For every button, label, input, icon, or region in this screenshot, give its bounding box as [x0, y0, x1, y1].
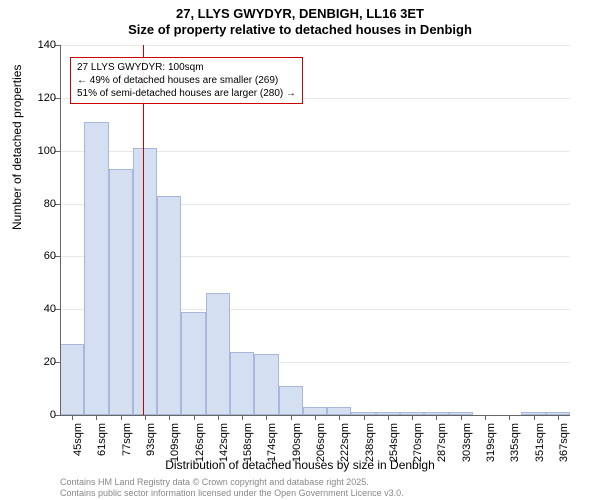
- footer-line2: Contains public sector information licen…: [60, 488, 404, 498]
- histogram-bar: [133, 148, 157, 415]
- x-tick-mark: [485, 415, 486, 420]
- x-tick-label: 174sqm: [266, 423, 278, 463]
- histogram-bar: [279, 386, 303, 415]
- x-tick-mark: [72, 415, 73, 420]
- histogram-bar: [109, 169, 133, 415]
- x-tick-label: 270sqm: [412, 423, 424, 463]
- x-tick-label: 222sqm: [339, 423, 351, 463]
- annotation-line3: 51% of semi-detached houses are larger (…: [77, 87, 296, 100]
- annotation-box: 27 LLYS GWYDYR: 100sqm ← 49% of detached…: [70, 57, 303, 104]
- histogram-bar: [254, 354, 278, 415]
- x-tick-mark: [145, 415, 146, 420]
- footer-line1: Contains HM Land Registry data © Crown c…: [60, 477, 369, 487]
- y-tick-label: 140: [38, 39, 56, 51]
- x-tick-label: 190sqm: [291, 423, 303, 463]
- y-tick-label: 20: [44, 356, 56, 368]
- x-tick-mark: [461, 415, 462, 420]
- histogram-bar: [303, 407, 327, 415]
- x-tick-label: 367sqm: [558, 423, 570, 463]
- x-tick-mark: [291, 415, 292, 420]
- gridline: [60, 45, 570, 46]
- x-tick-mark: [169, 415, 170, 420]
- x-tick-mark: [534, 415, 535, 420]
- chart-container: 27, LLYS GWYDYR, DENBIGH, LL16 3ET Size …: [0, 0, 600, 500]
- x-tick-mark: [218, 415, 219, 420]
- x-tick-label: 61sqm: [96, 423, 108, 463]
- x-tick-label: 254sqm: [388, 423, 400, 463]
- x-tick-mark: [242, 415, 243, 420]
- histogram-bar: [206, 293, 230, 415]
- x-tick-mark: [509, 415, 510, 420]
- x-tick-mark: [558, 415, 559, 420]
- x-tick-mark: [315, 415, 316, 420]
- y-tick-label: 100: [38, 145, 56, 157]
- x-tick-label: 45sqm: [72, 423, 84, 463]
- y-tick-label: 120: [38, 92, 56, 104]
- x-tick-mark: [388, 415, 389, 420]
- x-tick-label: 109sqm: [169, 423, 181, 463]
- histogram-bar: [230, 352, 254, 415]
- x-tick-label: 77sqm: [121, 423, 133, 463]
- histogram-bar: [60, 344, 84, 415]
- x-tick-mark: [121, 415, 122, 420]
- y-tick-label: 0: [50, 409, 56, 421]
- x-tick-mark: [339, 415, 340, 420]
- annotation-line1: 27 LLYS GWYDYR: 100sqm: [77, 61, 296, 74]
- x-tick-label: 238sqm: [364, 423, 376, 463]
- x-tick-mark: [96, 415, 97, 420]
- x-tick-label: 335sqm: [509, 423, 521, 463]
- x-tick-mark: [194, 415, 195, 420]
- y-tick-label: 40: [44, 303, 56, 315]
- histogram-bar: [181, 312, 205, 415]
- histogram-bar: [84, 122, 108, 415]
- y-axis-label: Number of detached properties: [10, 65, 24, 230]
- annotation-line2: ← 49% of detached houses are smaller (26…: [77, 74, 296, 87]
- histogram-bar: [327, 407, 351, 415]
- y-axis-line: [60, 45, 61, 415]
- x-tick-label: 351sqm: [534, 423, 546, 463]
- x-tick-label: 319sqm: [485, 423, 497, 463]
- x-tick-label: 93sqm: [145, 423, 157, 463]
- x-tick-label: 206sqm: [315, 423, 327, 463]
- x-tick-label: 287sqm: [436, 423, 448, 463]
- chart-title-line2: Size of property relative to detached ho…: [0, 22, 600, 37]
- x-tick-mark: [364, 415, 365, 420]
- x-tick-mark: [266, 415, 267, 420]
- x-tick-label: 126sqm: [194, 423, 206, 463]
- x-tick-mark: [412, 415, 413, 420]
- y-tick-label: 80: [44, 198, 56, 210]
- histogram-bar: [157, 196, 181, 415]
- x-tick-label: 303sqm: [461, 423, 473, 463]
- x-tick-label: 142sqm: [218, 423, 230, 463]
- x-tick-label: 158sqm: [242, 423, 254, 463]
- y-tick-label: 60: [44, 250, 56, 262]
- chart-title-line1: 27, LLYS GWYDYR, DENBIGH, LL16 3ET: [0, 6, 600, 21]
- x-tick-mark: [436, 415, 437, 420]
